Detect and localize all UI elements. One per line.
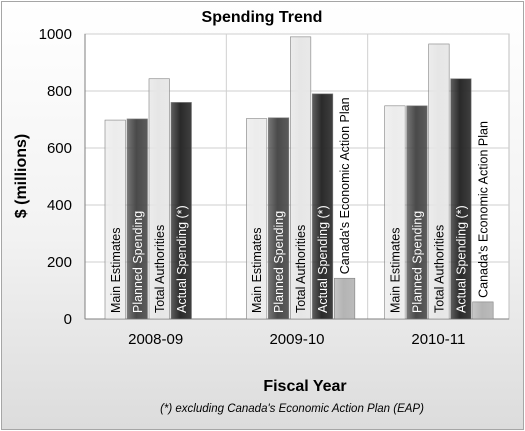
bar-main-estimates-2008-09 <box>104 119 126 320</box>
bar-series-label: Planned Spending <box>410 211 424 313</box>
bar-canada-s-economic-action-plan-2010-11 <box>472 301 494 320</box>
bars: Main Estimates Planned Spending Total Auth… <box>104 36 494 320</box>
bar-actual-spending-2009-10 <box>312 93 334 320</box>
bar-main-estimates-2010-11 <box>384 105 406 320</box>
bar-planned-spending-2008-09 <box>126 118 148 320</box>
bar-total-authorities-2008-09 <box>148 78 170 320</box>
bar-planned-spending-2009-10 <box>268 117 290 320</box>
bar-series-label: Main Estimates <box>250 228 264 313</box>
x-category-label: 2009-10 <box>269 331 324 348</box>
bar-canada-s-economic-action-plan-2009-10 <box>334 277 356 320</box>
bar-total-authorities-2010-11 <box>428 43 450 320</box>
bar-main-estimates-2009-10 <box>246 118 268 320</box>
bar-actual-spending-2008-09 <box>170 102 192 320</box>
bar-planned-spending-2010-11 <box>406 105 428 320</box>
bar-series-label: Main Estimates <box>109 228 123 313</box>
y-tick-label: 400 <box>47 197 72 214</box>
bar-series-label: Main Estimates <box>388 228 402 313</box>
bar-series-label: Total Authorities <box>294 225 308 313</box>
y-tick-label: 800 <box>47 83 72 100</box>
footnote: (*) excluding Canada's Economic Action P… <box>160 403 424 415</box>
y-axis-title: $ (millions) <box>13 134 30 218</box>
x-axis-title: Fiscal Year <box>263 378 346 395</box>
y-tick-label: 600 <box>47 140 72 157</box>
x-category-label: 2008-09 <box>128 331 183 348</box>
bar-series-label: Actual Spending (*) <box>454 205 468 313</box>
bar-series-label: Total Authorities <box>432 225 446 313</box>
x-category-label: 2010-11 <box>411 331 465 348</box>
y-tick-label: 200 <box>47 254 72 271</box>
bar-series-label: Total Authorities <box>153 225 167 313</box>
y-tick-label: 0 <box>64 311 72 328</box>
x-axis-categories: 2008-09 2009-10 2010-11 <box>128 331 465 348</box>
bar-series-label: Planned Spending <box>272 211 286 313</box>
bar-series-label: Actual Spending (*) <box>175 205 189 313</box>
bar-series-label: Actual Spending (*) <box>316 205 330 313</box>
bar-series-label: Planned Spending <box>131 211 145 313</box>
bar-total-authorities-2009-10 <box>290 36 312 320</box>
y-tick-label: 1000 <box>39 26 72 43</box>
bar-actual-spending-2010-11 <box>450 78 472 320</box>
bar-series-label: Canada's Economic Action Plan <box>476 121 490 298</box>
bar-series-label: Canada's Economic Action Plan <box>338 97 352 274</box>
y-axis-ticks: 0 200 400 600 800 1000 <box>39 26 72 328</box>
chart-title: Spending Trend <box>202 9 323 26</box>
